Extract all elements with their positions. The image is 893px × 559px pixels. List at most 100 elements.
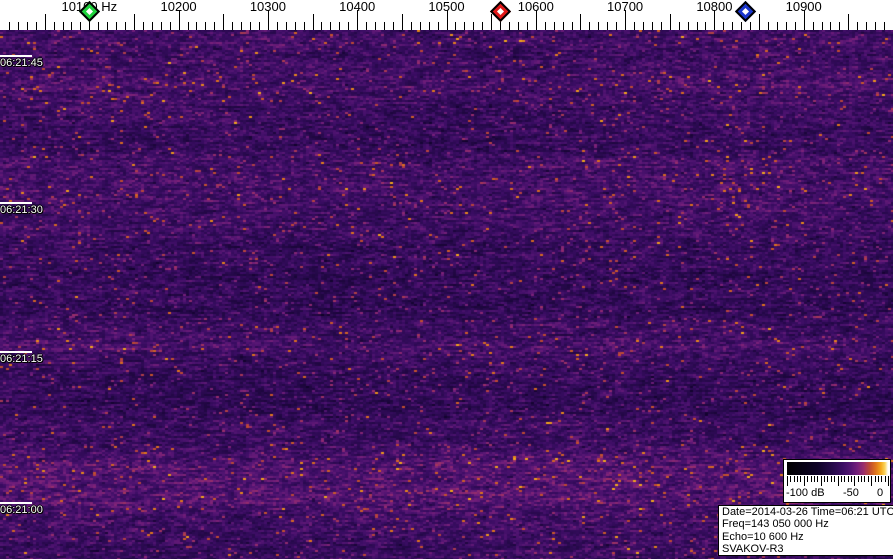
freq-tick bbox=[527, 22, 528, 30]
freq-tick bbox=[339, 22, 340, 30]
freq-tick bbox=[375, 22, 376, 30]
time-label-text: 06:21:15 bbox=[0, 353, 43, 365]
freq-tick bbox=[795, 22, 796, 30]
freq-tick bbox=[357, 10, 358, 30]
freq-tick bbox=[170, 22, 171, 30]
legend-tick bbox=[871, 476, 873, 486]
marker-center-dot bbox=[85, 7, 93, 16]
freq-tick bbox=[839, 22, 840, 30]
time-label: 06:21:15 bbox=[0, 351, 43, 365]
freq-tick-label: 10200 bbox=[160, 0, 197, 14]
freq-tick bbox=[27, 22, 28, 30]
freq-tick bbox=[741, 22, 742, 30]
legend-tick bbox=[834, 476, 836, 482]
freq-tick bbox=[875, 22, 876, 30]
freq-tick bbox=[652, 22, 653, 30]
freq-tick bbox=[509, 22, 510, 30]
legend-gradient-bar bbox=[787, 462, 888, 475]
legend-tick bbox=[888, 476, 889, 486]
freq-tick bbox=[196, 22, 197, 30]
freq-tick bbox=[125, 22, 126, 30]
freq-tick bbox=[18, 22, 19, 30]
freq-tick bbox=[286, 22, 287, 30]
time-label: 06:21:00 bbox=[0, 502, 43, 516]
freq-tick bbox=[241, 22, 242, 30]
time-label: 06:21:30 bbox=[0, 202, 43, 216]
freq-tick-label: 10800 bbox=[696, 0, 733, 14]
freq-tick bbox=[768, 22, 769, 30]
legend-tick bbox=[857, 476, 859, 482]
legend-tick bbox=[874, 476, 876, 482]
freq-tick bbox=[866, 22, 867, 30]
freq-tick bbox=[45, 14, 46, 30]
legend-label-min: -100 dB bbox=[786, 487, 825, 499]
freq-tick bbox=[714, 10, 715, 30]
freq-tick bbox=[491, 14, 492, 30]
freq-tick bbox=[152, 22, 153, 30]
freq-tick bbox=[321, 22, 322, 30]
legend-tick bbox=[817, 476, 819, 482]
freq-marker-red-diamond-icon[interactable] bbox=[489, 0, 511, 23]
legend-tick bbox=[864, 476, 866, 482]
freq-tick bbox=[759, 14, 760, 30]
freq-tick bbox=[723, 22, 724, 30]
freq-tick bbox=[589, 22, 590, 30]
freq-tick bbox=[348, 22, 349, 30]
legend-tick bbox=[861, 476, 863, 482]
freq-tick bbox=[304, 22, 305, 30]
time-tick-line bbox=[0, 55, 32, 57]
time-tick-line bbox=[0, 351, 32, 353]
time-label-text: 06:21:45 bbox=[0, 57, 43, 69]
freq-tick bbox=[295, 22, 296, 30]
freq-tick bbox=[259, 22, 260, 30]
legend-tick bbox=[810, 476, 812, 482]
legend-tick bbox=[830, 476, 832, 482]
freq-tick bbox=[572, 22, 573, 30]
freq-tick bbox=[482, 22, 483, 30]
freq-tick bbox=[134, 14, 135, 30]
freq-tick bbox=[143, 22, 144, 30]
info-line-station: SVAKOV-R3 bbox=[722, 542, 784, 555]
freq-tick-label: 10900 bbox=[785, 0, 822, 14]
freq-marker-blue-diamond-icon[interactable] bbox=[735, 0, 757, 23]
freq-tick bbox=[313, 14, 314, 30]
freq-tick bbox=[536, 10, 537, 30]
freq-tick-label: 10600 bbox=[517, 0, 554, 14]
legend-tick bbox=[803, 476, 805, 486]
waterfall-display[interactable] bbox=[0, 30, 893, 559]
legend-tick bbox=[847, 476, 849, 482]
freq-tick bbox=[429, 22, 430, 30]
legend-tick bbox=[837, 476, 839, 486]
legend-tick bbox=[797, 476, 799, 482]
legend-tick bbox=[844, 476, 846, 482]
legend-tick bbox=[877, 476, 879, 482]
freq-tick bbox=[188, 22, 189, 30]
time-label-text: 06:21:00 bbox=[0, 504, 43, 516]
freq-tick bbox=[598, 22, 599, 30]
frequency-scale[interactable]: 10100 Hz 10200 10300 10400 10500 10600 10700 10… bbox=[0, 0, 893, 30]
amplitude-legend: -100 dB -50 0 bbox=[783, 459, 891, 503]
info-line-date: Date=2014-03-26 Time=06:21 UTC bbox=[722, 506, 893, 518]
freq-tick bbox=[268, 10, 269, 30]
freq-tick bbox=[223, 14, 224, 30]
freq-tick bbox=[116, 22, 117, 30]
freq-tick bbox=[563, 22, 564, 30]
legend-tick bbox=[881, 476, 883, 482]
freq-tick bbox=[250, 22, 251, 30]
freq-tick bbox=[63, 22, 64, 30]
freq-tick bbox=[384, 22, 385, 30]
freq-tick bbox=[179, 10, 180, 30]
freq-tick bbox=[107, 22, 108, 30]
freq-tick bbox=[473, 22, 474, 30]
freq-tick bbox=[277, 22, 278, 30]
freq-tick bbox=[554, 22, 555, 30]
freq-tick bbox=[670, 14, 671, 30]
legend-tick bbox=[800, 476, 802, 482]
marker-center-dot bbox=[496, 7, 504, 16]
freq-tick bbox=[545, 22, 546, 30]
freq-tick bbox=[54, 22, 55, 30]
freq-tick bbox=[98, 22, 99, 30]
info-line-echo: Echo=10 600 Hz bbox=[722, 530, 804, 543]
legend-tick bbox=[790, 476, 792, 482]
